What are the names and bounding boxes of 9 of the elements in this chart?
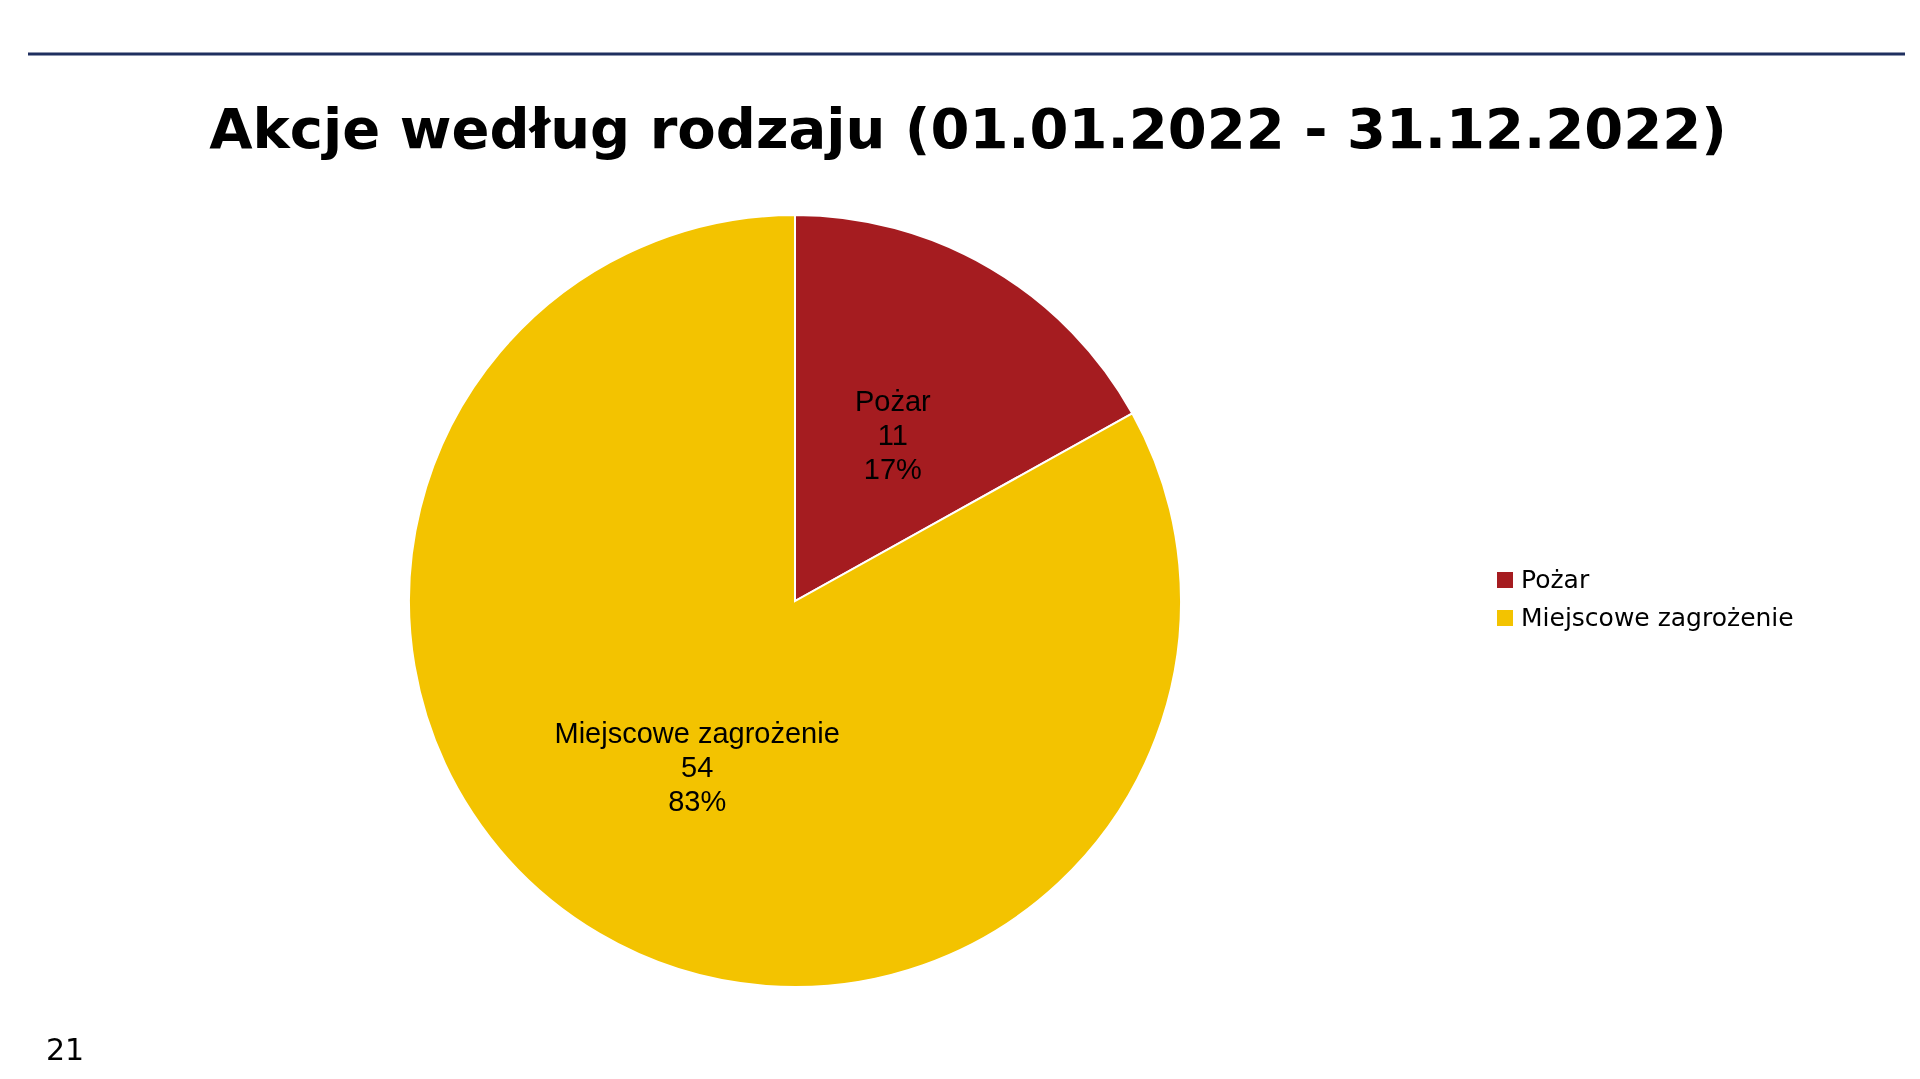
pie-slice	[408, 214, 1182, 988]
legend-label: Pożar	[1521, 565, 1590, 594]
data-label: 54 83%	[668, 751, 727, 818]
text: 21	[46, 1032, 85, 1067]
chart-title: Akcje według rodzaju (01.01.2022 - 31.12.2022)	[209, 96, 1727, 161]
data-label: 11 17%	[863, 418, 922, 485]
slice-label: Miejscowe zagrożenie	[554, 717, 840, 750]
slice-label: Pożar	[854, 384, 932, 417]
legend-label: Miejscowe zagrożenie	[1521, 603, 1794, 632]
